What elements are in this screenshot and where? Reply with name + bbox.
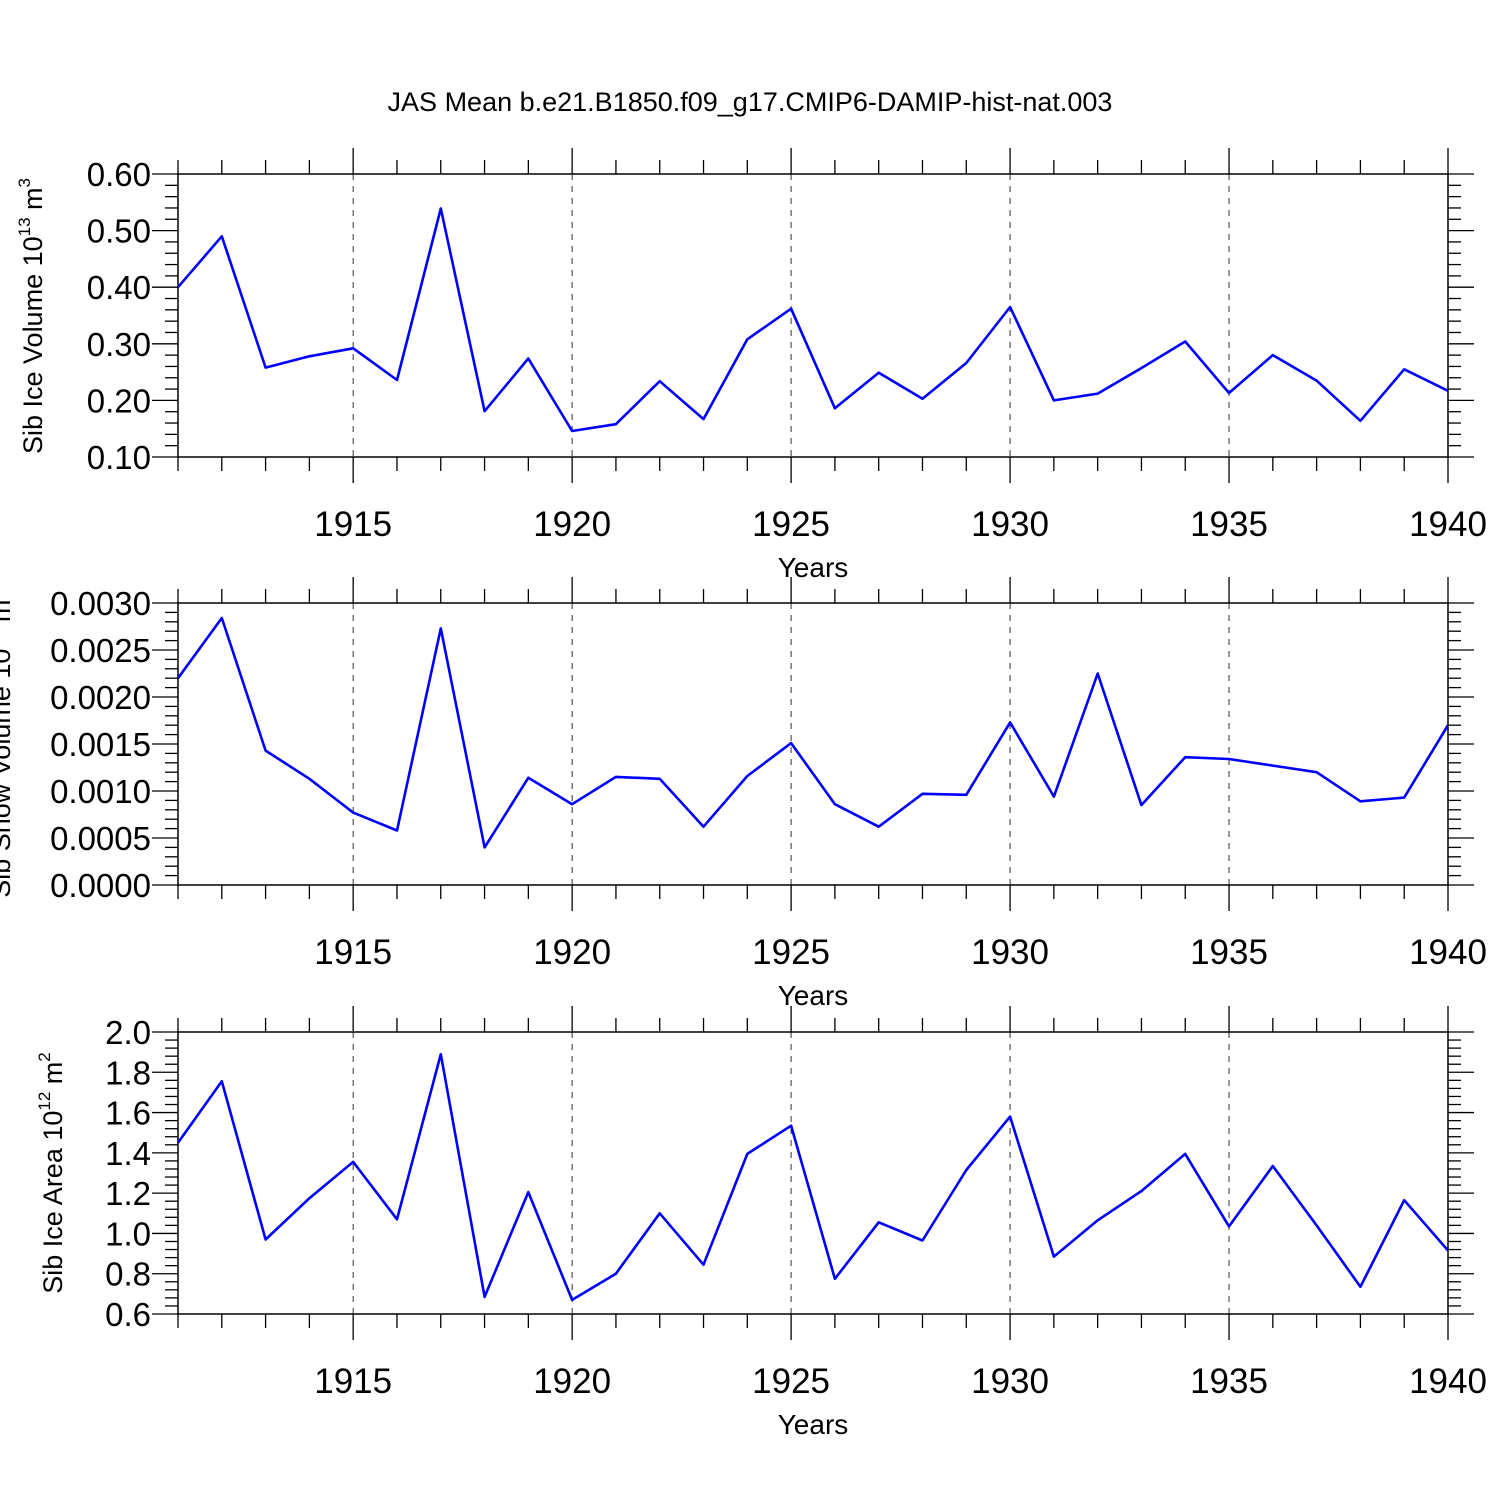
x-tick-label-1915: 1915 [314, 505, 392, 544]
series-line [178, 1052, 1448, 1302]
y-tick-label: 0.50 [87, 213, 151, 250]
y-axis-label: Sib Ice Volume 1013 m3 [15, 178, 48, 454]
y-tick-label: 0.0025 [50, 632, 151, 669]
y-tick-label: 0.0000 [50, 867, 151, 904]
y-axis-label-text: Sib Snow Volume 10 [0, 649, 16, 898]
x-axis-label: Years [778, 980, 849, 1011]
y-tick-label: 0.0005 [50, 820, 151, 857]
x-tick-label-1915: 1915 [314, 1362, 392, 1401]
y-axis-label-exponent: 13 [0, 630, 2, 649]
x-tick-label-1920: 1920 [533, 933, 611, 972]
x-tick-label-1940: 1940 [1409, 1362, 1487, 1401]
panel-3: 0.60.8 1.01.21.41.6 1.82.0 1915 1920 1925 1930… [35, 1006, 1487, 1440]
y-tick-label: 1.2 [105, 1175, 151, 1212]
y-tick-label: 0.40 [87, 269, 151, 306]
x-tick-label-1920: 1920 [533, 505, 611, 544]
y-axis-label-unit-exponent: 3 [15, 178, 34, 187]
panel-2: 0.0000 0.0005 0.0010 0.0015 0.0020 0.0025 0.00… [0, 577, 1487, 1011]
y-axis-label-unit: m [38, 1062, 68, 1092]
x-tick-label-1930: 1930 [971, 1362, 1049, 1401]
y-tick-label: 1.6 [105, 1095, 151, 1132]
plot-frame [177, 1031, 1449, 1315]
y-axis-label-unit-exponent: 3 [0, 590, 2, 599]
panels: 0.10 0.20 0.30 0.40 0.50 0.60 1915 1920 1925 1930… [0, 148, 1487, 1440]
y-axis-label-unit: m [0, 600, 16, 630]
plot-frame [177, 173, 1449, 458]
y-axis-label-text: Sib Ice Area 10 [38, 1111, 68, 1294]
y-tick-label: 0.0010 [50, 773, 151, 810]
x-axis-label: Years [778, 1409, 849, 1440]
y-tick-label: 0.20 [87, 382, 151, 419]
y-tick-label: 0.8 [105, 1256, 151, 1293]
y-axis-label-unit: m [18, 187, 48, 217]
x-tick-label-1940: 1940 [1409, 933, 1487, 972]
chart-title: JAS Mean b.e21.B1850.f09_g17.CMIP6-DAMIP… [388, 87, 1113, 117]
y-axis-label-text: Sib Ice Volume 10 [18, 236, 48, 454]
y-axis-label: Sib Ice Area 1012 m2 [35, 1052, 68, 1294]
y-tick-label: 0.0020 [50, 679, 151, 716]
y-tick-label: 0.10 [87, 439, 151, 476]
y-tick-label: 2.0 [105, 1014, 151, 1051]
x-tick-label-1925: 1925 [752, 933, 830, 972]
x-tick-label-1920: 1920 [533, 1362, 611, 1401]
x-tick-label-1925: 1925 [752, 1362, 830, 1401]
y-tick-label: 0.6 [105, 1296, 151, 1333]
x-tick-label-1935: 1935 [1190, 933, 1268, 972]
x-tick-label-1930: 1930 [971, 933, 1049, 972]
y-tick-label: 1.8 [105, 1054, 151, 1091]
x-tick-label-1935: 1935 [1190, 1362, 1268, 1401]
y-axis-label: Sib Snow Volume 1013 m3 [0, 590, 16, 898]
y-tick-label: 1.4 [105, 1135, 151, 1172]
y-axis-label-exponent: 13 [15, 217, 34, 236]
y-axis-label-exponent: 12 [35, 1092, 54, 1111]
y-tick-label: 0.0030 [50, 585, 151, 622]
panel-1: 0.10 0.20 0.30 0.40 0.50 0.60 1915 1920 1925 1930… [15, 148, 1487, 583]
plot-frame [177, 602, 1449, 886]
y-tick-label: 1.0 [105, 1215, 151, 1252]
x-tick-label-1915: 1915 [314, 933, 392, 972]
x-tick-label-1930: 1930 [971, 505, 1049, 544]
y-axis-label-unit-exponent: 2 [35, 1052, 54, 1061]
series-line [178, 616, 1448, 849]
x-tick-label-1935: 1935 [1190, 505, 1268, 544]
y-tick-label: 0.30 [87, 326, 151, 363]
y-tick-label: 0.0015 [50, 726, 151, 763]
x-tick-label-1925: 1925 [752, 505, 830, 544]
x-tick-label-1940: 1940 [1409, 505, 1487, 544]
y-tick-label: 0.60 [87, 156, 151, 193]
x-axis-label: Years [778, 552, 849, 583]
series-line [178, 207, 1448, 433]
